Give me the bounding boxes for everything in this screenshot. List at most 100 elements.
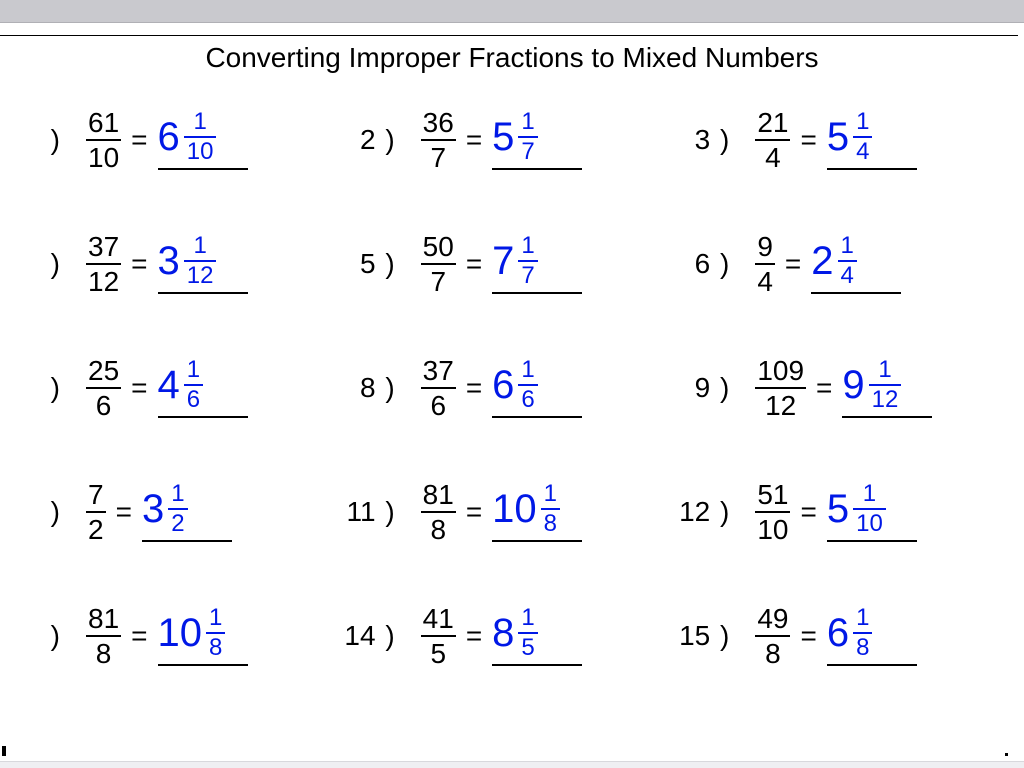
improper-fraction: 214 [755,108,790,173]
answer-denominator: 8 [541,512,560,536]
problem-number: ) [0,496,64,528]
answer-numerator: 1 [184,358,203,382]
answer-whole: 10 [492,487,541,532]
mixed-number-answer: 6110 [158,110,217,164]
answer-denominator: 7 [518,140,537,164]
denominator: 12 [86,267,121,296]
problem-cell: 8 )376=616 [335,344,670,432]
answer-denominator: 8 [853,636,872,660]
answer-fraction: 18 [206,606,225,660]
answer-numerator: 1 [838,234,857,258]
numerator: 81 [421,480,456,509]
problem-cell: )256=416 [0,344,335,432]
answer-slot: 3112 [158,234,248,294]
improper-fraction: 72 [86,480,106,545]
answer-slot: 214 [811,234,901,294]
left-edge-mark [2,746,6,756]
numerator: 37 [421,356,456,385]
answer-denominator: 7 [518,264,537,288]
answer-underline [492,416,582,418]
numerator: 21 [755,108,790,137]
problem-cell: 15 )498=618 [669,592,1004,680]
equals-sign: = [456,124,492,156]
answer-whole: 5 [492,115,518,160]
denominator: 4 [755,267,775,296]
answer-underline [811,292,901,294]
answer-whole: 7 [492,239,518,284]
improper-fraction: 367 [421,108,456,173]
answer-slot: 416 [158,358,248,418]
denominator: 6 [428,391,448,420]
answer-denominator: 4 [838,264,857,288]
problem-number: 6 ) [669,248,733,280]
equals-sign: = [456,496,492,528]
equals-sign: = [775,248,811,280]
mixed-number-answer: 3112 [158,234,217,288]
problem-cell: 3 )214=514 [669,96,1004,184]
problem-cell: 12 )5110=5110 [669,468,1004,556]
problem-number: ) [0,620,64,652]
equals-sign: = [790,620,826,652]
answer-denominator: 12 [184,264,217,288]
improper-fraction: 498 [755,604,790,669]
mixed-number-answer: 717 [492,234,538,288]
problem-number: 11 ) [335,496,399,528]
numerator: 36 [421,108,456,137]
mixed-number-answer: 517 [492,110,538,164]
problem-grid: )6110=61102 )367=5173 )214=514)3712=3112… [0,84,1024,680]
answer-whole: 6 [158,115,184,160]
mixed-number-answer: 9112 [842,358,901,412]
answer-numerator: 1 [206,606,225,630]
problem-cell: 14 )415=815 [335,592,670,680]
answer-underline [842,416,932,418]
denominator: 12 [763,391,798,420]
problem-number: 5 ) [335,248,399,280]
mixed-number-answer: 1018 [492,482,560,536]
equals-sign: = [456,372,492,404]
mixed-number-answer: 1018 [158,606,226,660]
problem-cell: 6 )94=214 [669,220,1004,308]
mixed-number-answer: 618 [827,606,873,660]
answer-slot: 717 [492,234,582,294]
problem-cell: 2 )367=517 [335,96,670,184]
improper-fraction: 415 [421,604,456,669]
mixed-number-answer: 616 [492,358,538,412]
problem-number: 3 ) [669,124,733,156]
answer-numerator: 1 [190,234,209,258]
problem-cell: )818=1018 [0,592,335,680]
answer-numerator: 1 [518,234,537,258]
answer-denominator: 4 [853,140,872,164]
improper-fraction: 10912 [755,356,806,421]
answer-slot: 616 [492,358,582,418]
answer-fraction: 16 [184,358,203,412]
answer-whole: 10 [158,611,207,656]
answer-slot: 514 [827,110,917,170]
equals-sign: = [106,496,142,528]
answer-whole: 6 [492,363,518,408]
mixed-number-answer: 815 [492,606,538,660]
equals-sign: = [790,124,826,156]
answer-underline [492,664,582,666]
problem-number: 14 ) [335,620,399,652]
equals-sign: = [456,248,492,280]
problem-cell: )3712=3112 [0,220,335,308]
improper-fraction: 376 [421,356,456,421]
answer-denominator: 8 [206,636,225,660]
problem-cell: 9 )10912=9112 [669,344,1004,432]
answer-slot: 312 [142,482,232,542]
answer-numerator: 1 [853,110,872,134]
answer-denominator: 6 [184,388,203,412]
improper-fraction: 818 [86,604,121,669]
improper-fraction: 6110 [86,108,121,173]
mixed-number-answer: 5110 [827,482,886,536]
answer-numerator: 1 [518,606,537,630]
footer-bar [0,761,1024,768]
answer-numerator: 1 [875,358,894,382]
answer-whole: 3 [142,487,168,532]
answer-numerator: 1 [853,606,872,630]
answer-slot: 1018 [492,482,582,542]
answer-underline [492,292,582,294]
numerator: 41 [421,604,456,633]
improper-fraction: 507 [421,232,456,297]
numerator: 109 [755,356,806,385]
